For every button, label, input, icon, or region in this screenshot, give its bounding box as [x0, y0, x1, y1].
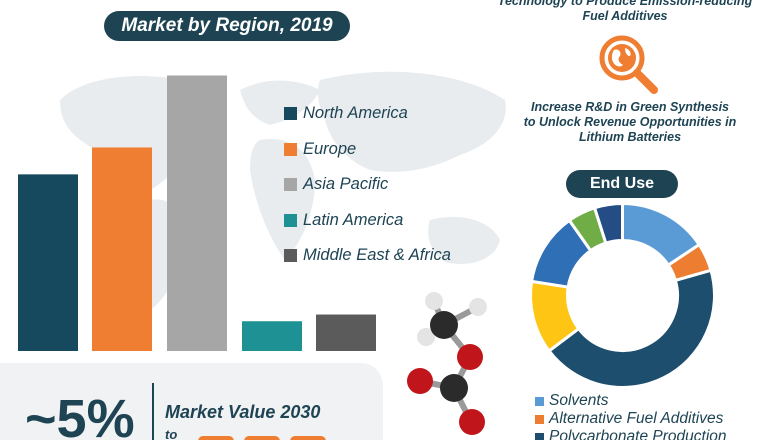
legend-label: Middle East & Africa [303, 246, 451, 265]
legend-item-europe: Europe [284, 132, 451, 168]
globe-magnifier-icon [599, 35, 658, 94]
enduse-legend-item-solvents: Solvents [535, 392, 727, 410]
enduse-donut-chart [529, 201, 716, 389]
bar-asia-pacific [167, 75, 227, 351]
legend-item-latin-america: Latin America [284, 203, 451, 239]
enduse-chart-title: End Use [566, 170, 678, 198]
stat-panel [0, 363, 383, 440]
legend-swatch [535, 414, 544, 424]
legend-swatch [284, 249, 297, 263]
stat-cagr-percent: ~5% [25, 389, 135, 440]
stat-value-cropped-digits [198, 436, 326, 440]
legend-swatch [284, 142, 297, 156]
donut-slice-7 [592, 201, 624, 245]
rd-headline-line3: Lithium Batteries [578, 130, 682, 144]
top-headline-line2: Fuel Additives [582, 9, 668, 23]
legend-label: Solvents [549, 392, 609, 409]
legend-swatch [284, 213, 297, 227]
bar-middle-east-and-africa [316, 314, 376, 351]
rd-headline-line1: Increase R&D in Green Synthesis [531, 100, 729, 114]
legend-label: North America [303, 104, 408, 123]
molecule-icon [407, 292, 487, 435]
region-legend: North America Europe Asia Pacific Latin Ame… [284, 96, 451, 274]
stat-market-value-label: Market Value 2030 [165, 402, 321, 422]
legend-label: Latin America [303, 210, 404, 229]
donut-slice-3 [546, 268, 716, 389]
enduse-legend-item-alternative-fuel-additives: Alternative Fuel Additives [535, 410, 727, 428]
legend-item-asia-pacific: Asia Pacific [284, 167, 451, 203]
legend-swatch [535, 396, 544, 406]
legend-item-north-america: North America [284, 96, 451, 132]
rd-headline-line2: to Unlock Revenue Opportunities in [523, 115, 737, 129]
legend-swatch [284, 107, 297, 121]
legend-swatch [535, 432, 544, 440]
legend-item-middle-east-and-africa: Middle East & Africa [284, 238, 451, 274]
top-headline-line1: Technology to Produce Emission-reducing [497, 0, 753, 8]
stat-sub-label: to [165, 427, 178, 440]
enduse-legend: Solvents Alternative Fuel Additives Polyca… [535, 392, 727, 440]
legend-label: Polycarbonate Production [549, 428, 727, 440]
stat-divider [152, 383, 154, 440]
legend-label: Europe [303, 139, 357, 158]
enduse-legend-item-polycarbonate-production: Polycarbonate Production [535, 428, 727, 440]
rd-headline: Increase R&D in Green Synthesis to Unloc… [480, 100, 780, 145]
region-bar-chart [18, 75, 376, 351]
bar-north-america [18, 174, 78, 351]
bar-europe [92, 147, 152, 351]
bar-latin-america [242, 321, 302, 351]
legend-label: Alternative Fuel Additives [549, 410, 724, 427]
legend-swatch [284, 178, 297, 192]
legend-label: Asia Pacific [303, 175, 389, 194]
region-chart-title: Market by Region, 2019 [104, 11, 350, 41]
